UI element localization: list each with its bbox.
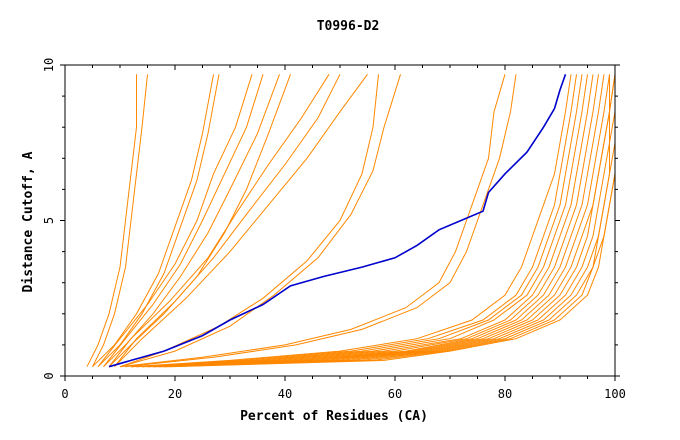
x-tick-label: 20 (168, 387, 182, 401)
series-line-14 (119, 74, 506, 368)
x-tick-label: 60 (388, 387, 402, 401)
series-line-24 (152, 74, 610, 368)
x-axis: 0 20 40 60 80 100 (61, 65, 626, 401)
series-line-4 (97, 74, 220, 368)
y-axis-label: Distance Cutoff, A (21, 151, 36, 292)
y-tick-label: 0 (42, 372, 56, 379)
chart-title: T0996-D2 (317, 19, 380, 34)
series-line-6 (103, 74, 264, 368)
highlight-series-group (108, 74, 567, 368)
series-line-18 (136, 74, 583, 368)
series-line-11 (114, 74, 368, 368)
y-tick-label: 10 (42, 58, 56, 72)
series-line-27 (158, 74, 616, 368)
series-line-2 (92, 74, 148, 367)
x-axis-label: Percent of Residues (CA) (240, 409, 428, 424)
series-line-3 (92, 74, 214, 368)
series-line-12 (119, 74, 379, 368)
series-line-9 (108, 74, 330, 368)
series-line-10 (114, 74, 341, 368)
series-line-22 (147, 74, 605, 368)
series-line-8 (108, 74, 291, 368)
series-line-25 (152, 74, 616, 368)
highlight-series-line (108, 74, 567, 368)
series-line-5 (97, 74, 253, 368)
x-tick-label: 40 (278, 387, 292, 401)
series-line-21 (141, 74, 599, 368)
series-line-16 (130, 74, 572, 368)
series-line-20 (141, 74, 594, 368)
x-tick-label: 80 (498, 387, 512, 401)
series-line-1 (86, 74, 137, 367)
series-line-19 (136, 74, 588, 368)
series-line-17 (130, 74, 577, 368)
x-tick-label: 0 (61, 387, 68, 401)
y-axis: 0 5 10 (42, 58, 620, 380)
y-tick-label: 5 (42, 217, 56, 224)
x-tick-label: 100 (604, 387, 626, 401)
series-line-13 (119, 74, 401, 368)
other-series-group (86, 74, 616, 368)
series-line-23 (147, 74, 610, 368)
series-line-15 (125, 74, 517, 368)
